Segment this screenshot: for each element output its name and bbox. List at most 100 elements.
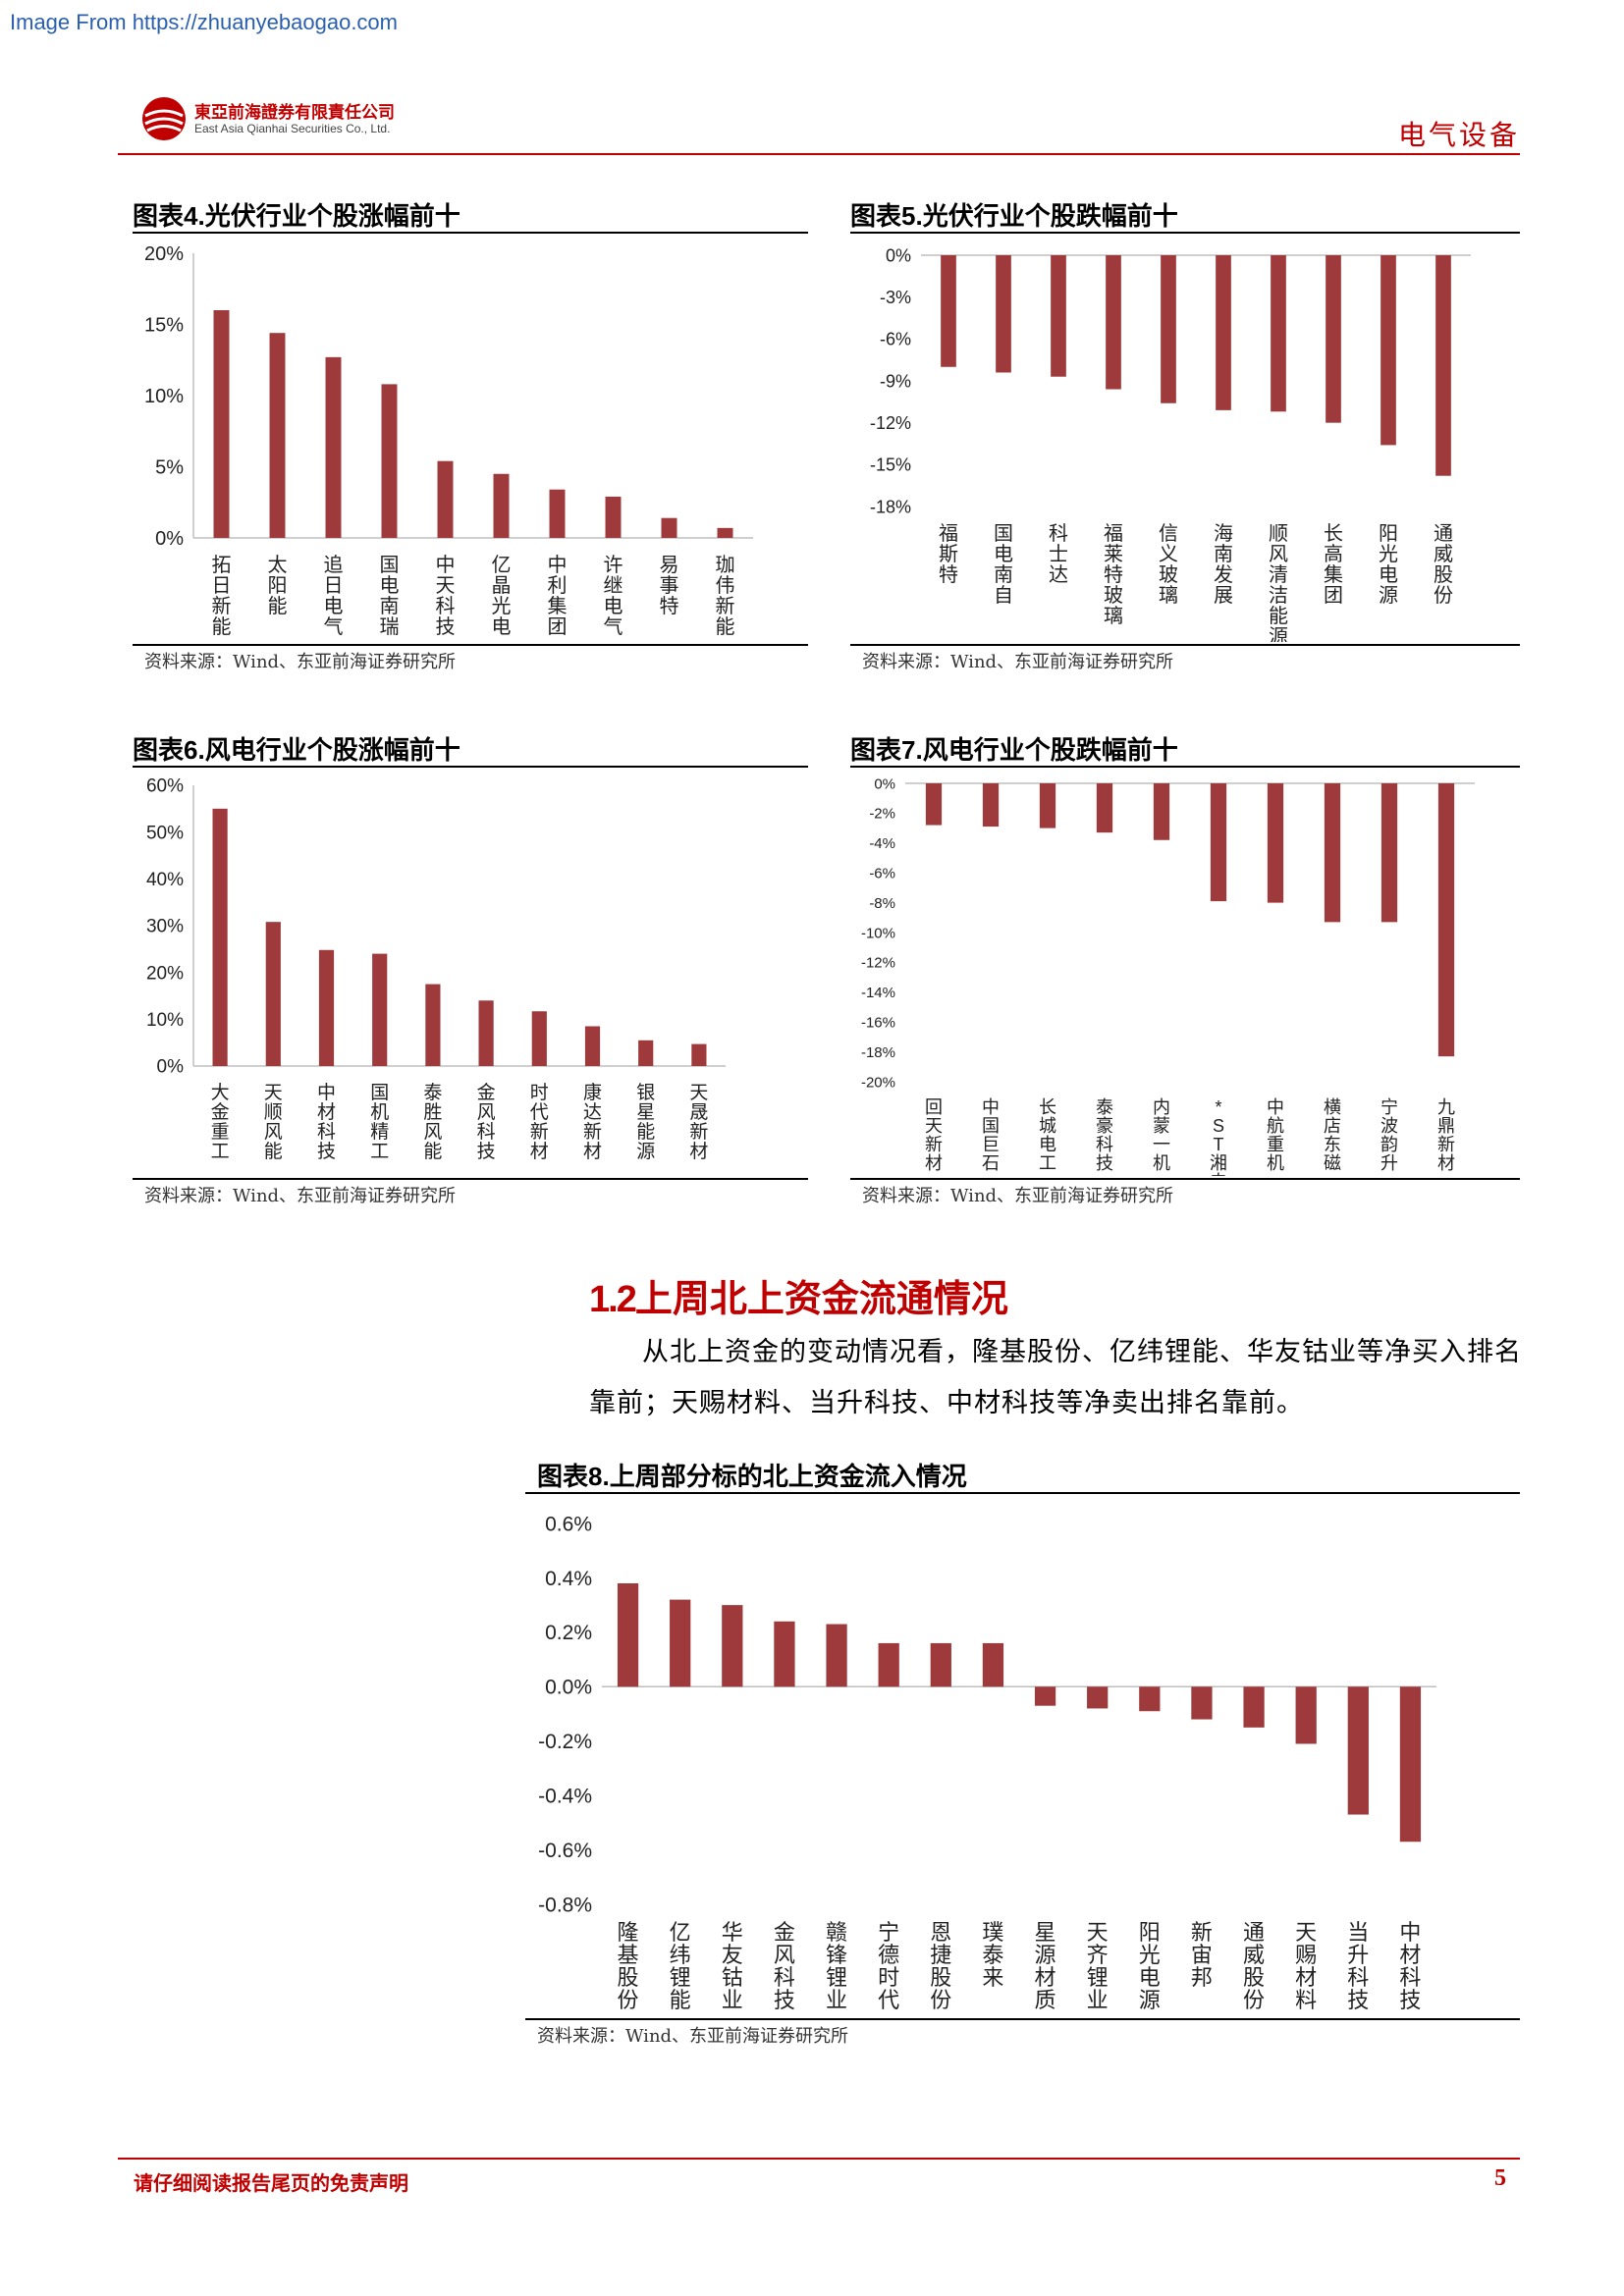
x-category-label: 时代新材 bbox=[530, 1082, 549, 1162]
bar-金风科技 bbox=[478, 1000, 494, 1066]
x-category-char: 股 bbox=[1243, 1965, 1265, 1990]
figure-title-prefix: 图表 bbox=[850, 736, 902, 766]
x-category-char: 威 bbox=[1243, 1943, 1265, 1967]
x-category-char: 银 bbox=[636, 1082, 655, 1103]
y-tick-label: -18% bbox=[861, 1044, 895, 1061]
x-category-char: 股 bbox=[930, 1965, 951, 1990]
x-category-char: 源 bbox=[1035, 1943, 1056, 1967]
x-category-label: 珈伟新能 bbox=[716, 554, 735, 638]
x-category-label: *ST湘电 bbox=[1210, 1097, 1227, 1176]
x-category-char: 中 bbox=[317, 1082, 336, 1103]
figure-top-rule bbox=[133, 232, 808, 234]
x-category-char: 股 bbox=[618, 1965, 639, 1990]
x-category-char: 天 bbox=[264, 1083, 283, 1103]
x-category-char: 材 bbox=[1035, 1965, 1056, 1990]
x-category-char: 蒙 bbox=[1153, 1116, 1170, 1136]
x-category-char: 技 bbox=[477, 1141, 496, 1162]
x-category-char: 能 bbox=[1269, 605, 1288, 627]
x-category-char: 质 bbox=[1035, 1988, 1056, 2012]
x-category-char: 天 bbox=[1087, 1920, 1109, 1945]
x-category-char: 时 bbox=[878, 1965, 899, 1990]
x-category-label: 九鼎新材 bbox=[1437, 1097, 1455, 1173]
bar-新宙邦 bbox=[1191, 1686, 1213, 1720]
x-category-label: 金风科技 bbox=[477, 1082, 496, 1162]
x-category-label: 中国巨石 bbox=[982, 1097, 1000, 1173]
company-name-cn: 東亞前海證券有限責任公司 bbox=[194, 103, 395, 123]
figure-number: 7. bbox=[901, 735, 923, 765]
x-category-char: 南 bbox=[380, 595, 400, 617]
x-category-char: 新 bbox=[716, 595, 735, 617]
figure-number: 8. bbox=[588, 1462, 610, 1491]
x-category-char: 锂 bbox=[826, 1965, 847, 1990]
x-category-char: 东 bbox=[1324, 1135, 1341, 1154]
x-category-char: 日 bbox=[324, 575, 344, 597]
x-category-label: 康达新材 bbox=[583, 1082, 602, 1162]
x-category-char: 天 bbox=[1295, 1920, 1317, 1945]
figure-bottom-rule bbox=[525, 2018, 1520, 2020]
x-category-char: 航 bbox=[1267, 1116, 1284, 1136]
y-tick-label: -6% bbox=[880, 330, 911, 349]
x-category-char: 阳 bbox=[1139, 1920, 1161, 1945]
x-category-char: 石 bbox=[982, 1153, 1000, 1173]
x-category-label: 信义玻璃 bbox=[1159, 522, 1178, 607]
bar-宁波韵升 bbox=[1380, 783, 1398, 923]
x-category-char: 邦 bbox=[1191, 1965, 1213, 1990]
x-category-char: 康 bbox=[583, 1082, 602, 1103]
bar-横店东磁 bbox=[1324, 783, 1341, 923]
x-category-char: 信 bbox=[1159, 522, 1178, 545]
bar-科士达 bbox=[1051, 255, 1066, 377]
figure-title: 图表6.风电行业个股涨幅前十 bbox=[133, 730, 460, 767]
x-category-char: 新 bbox=[689, 1121, 708, 1143]
x-category-char: 工 bbox=[1039, 1153, 1056, 1173]
chart-fig6: 0%10%20%30%40%50%60%大金重工天顺风能中材科技国机精工泰胜风能… bbox=[146, 776, 726, 1162]
x-category-char: 升 bbox=[1380, 1153, 1398, 1173]
bar-通威股份 bbox=[1435, 255, 1451, 476]
x-category-char: 当 bbox=[1347, 1920, 1369, 1945]
bar-中天科技 bbox=[437, 460, 454, 538]
figure-source: 资料来源：Wind、东亚前海证券研究所 bbox=[862, 652, 1174, 672]
x-category-char: 中 bbox=[436, 554, 456, 576]
x-category-char: 德 bbox=[878, 1943, 899, 1967]
x-category-char: 义 bbox=[1159, 543, 1178, 565]
y-tick-label: -3% bbox=[880, 288, 911, 307]
y-tick-label: 0% bbox=[886, 245, 911, 265]
bar-顺风清洁能源 bbox=[1271, 255, 1286, 412]
y-tick-label: -0.2% bbox=[538, 1731, 592, 1753]
x-category-char: 电 bbox=[994, 543, 1013, 565]
x-category-char: 锂 bbox=[670, 1965, 691, 1990]
x-category-char: 达 bbox=[1049, 563, 1068, 586]
x-category-label: 中材科技 bbox=[1399, 1920, 1421, 2012]
x-category-label: 泰胜风能 bbox=[423, 1082, 442, 1162]
x-category-char: 九 bbox=[1437, 1097, 1455, 1117]
y-tick-label: 20% bbox=[144, 243, 184, 265]
x-category-char: 科 bbox=[317, 1121, 336, 1143]
bar-易事特 bbox=[661, 517, 677, 538]
figure-bottom-rule bbox=[850, 644, 1520, 646]
x-category-label: 追日电气 bbox=[324, 554, 344, 638]
bar-天齐锂业 bbox=[1087, 1686, 1109, 1709]
figure-5: 图表5.光伏行业个股跌幅前十 0% -3% -6% -9% -12% -15% -18% 福斯… bbox=[850, 196, 1520, 687]
page-header: 東亞前海證券有限責任公司 East Asia Qianhai Securitie… bbox=[118, 90, 1520, 155]
bar-阳光电源 bbox=[1139, 1686, 1161, 1712]
x-category-char: 齐 bbox=[1087, 1943, 1109, 1967]
x-category-char: 业 bbox=[722, 1988, 743, 2012]
bar-国电南瑞 bbox=[381, 384, 398, 538]
x-category-char: 胜 bbox=[423, 1101, 442, 1123]
bar-珈伟新能 bbox=[717, 527, 733, 538]
x-category-label: 太阳能 bbox=[268, 554, 288, 617]
x-category-char: 长 bbox=[1039, 1097, 1056, 1117]
x-category-char: 钴 bbox=[722, 1965, 743, 1990]
x-category-char: 璃 bbox=[1104, 605, 1123, 627]
x-category-char: 玻 bbox=[1159, 563, 1178, 586]
y-tick-label: 15% bbox=[144, 315, 184, 337]
bar-华友钴业 bbox=[722, 1605, 743, 1687]
x-category-char: 瑞 bbox=[380, 615, 400, 638]
x-category-label: 顺风清洁能源 bbox=[1269, 523, 1288, 642]
figure-title: 图表7.风电行业个股跌幅前十 bbox=[850, 730, 1178, 767]
x-category-char: 集 bbox=[548, 595, 568, 617]
x-category-char: 华 bbox=[722, 1920, 743, 1945]
y-tick-label: -16% bbox=[861, 1014, 895, 1031]
x-category-char: 电 bbox=[1039, 1135, 1056, 1154]
y-tick-label: 10% bbox=[146, 1010, 184, 1031]
x-category-char: 星 bbox=[636, 1102, 655, 1123]
